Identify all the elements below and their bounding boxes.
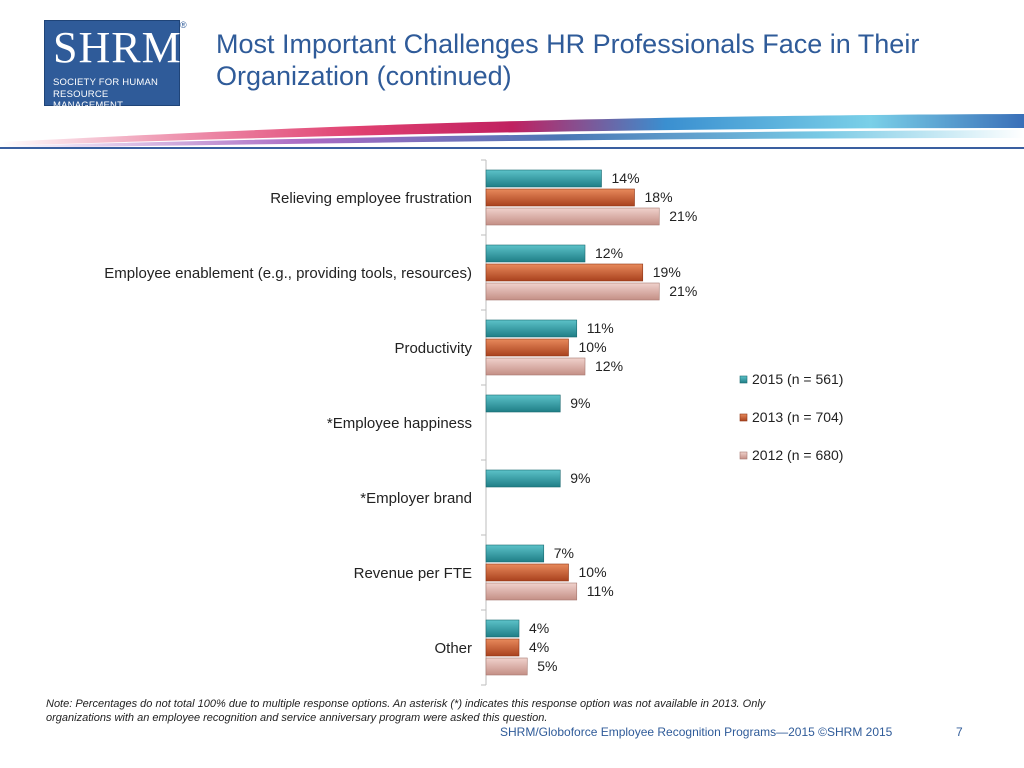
data-label: 21%: [669, 208, 697, 224]
data-label: 18%: [645, 189, 673, 205]
slide-title: Most Important Challenges HR Professiona…: [216, 28, 996, 92]
data-label: 11%: [587, 320, 614, 336]
data-label: 12%: [595, 245, 623, 261]
shrm-logo: SHRM SOCIETY FOR HUMAN RESOURCE MANAGEME…: [44, 20, 187, 111]
decorative-color-band: [0, 114, 1024, 149]
bar-2013: [485, 563, 569, 582]
legend-swatch: [739, 375, 748, 384]
category-label: *Employer brand: [360, 490, 472, 507]
slide-title-line1: Most Important Challenges HR Professiona…: [216, 29, 920, 59]
data-label: 19%: [653, 264, 681, 280]
bar-2015: [485, 319, 578, 338]
bar-2015: [485, 544, 545, 563]
legend-swatch: [739, 451, 748, 460]
data-label: 9%: [570, 395, 590, 411]
data-label: 21%: [669, 283, 697, 299]
data-label: 10%: [579, 339, 607, 355]
legend-entry: 2015 (n = 561): [752, 371, 843, 387]
data-label: 14%: [612, 170, 640, 186]
registered-mark: ®: [180, 20, 187, 30]
category-label: Other: [434, 640, 472, 657]
plot-area: Relieving employee frustration 14% 18% 21% E…: [104, 159, 697, 686]
bar-2015: [485, 169, 602, 188]
bar-2015: [485, 244, 586, 263]
data-label: 5%: [537, 658, 557, 674]
data-label: 10%: [579, 564, 607, 580]
logo-box: SHRM SOCIETY FOR HUMAN RESOURCE MANAGEME…: [44, 20, 182, 111]
data-label: 7%: [554, 545, 574, 561]
data-label: 11%: [587, 583, 614, 599]
bar-2015: [485, 619, 520, 638]
bar-2015: [485, 394, 561, 413]
data-label: 12%: [595, 358, 623, 374]
legend-entry: 2013 (n = 704): [752, 409, 843, 425]
footnote-line1: Note: Percentages do not total 100% due …: [46, 698, 766, 710]
bar-2013: [485, 338, 569, 357]
category-label: Revenue per FTE: [354, 565, 472, 582]
footnote: Note: Percentages do not total 100% due …: [46, 697, 946, 725]
bar-2012: [485, 582, 578, 601]
data-label: 4%: [529, 639, 549, 655]
legend-swatch: [739, 413, 748, 422]
bar-chart: Relieving employee frustration 14% 18% 21% E…: [104, 159, 843, 686]
bar-2015: [485, 469, 561, 488]
logo-subtitle-line2: RESOURCE MANAGEMENT: [53, 89, 124, 111]
footnote-line2: organizations with an employee recogniti…: [46, 712, 548, 724]
page-number: 7: [956, 725, 963, 739]
bar-2013: [485, 263, 644, 282]
logo-subtitle-line1: SOCIETY FOR HUMAN: [53, 77, 159, 88]
bar-2013: [485, 188, 635, 207]
data-label: 9%: [570, 470, 590, 486]
category-label: Relieving employee frustration: [270, 190, 472, 207]
category-label: *Employee happiness: [327, 415, 472, 432]
footer-source: SHRM/Globoforce Employee Recognition Pro…: [500, 725, 893, 739]
bar-2013: [485, 638, 520, 657]
category-label: Productivity: [394, 340, 472, 357]
bar-2012: [485, 282, 660, 301]
data-label: 4%: [529, 620, 549, 636]
slide-title-line2: Organization (continued): [216, 61, 512, 91]
category-label: Employee enablement (e.g., providing too…: [104, 265, 472, 282]
logo-wordmark: SHRM: [53, 23, 182, 72]
bar-2012: [485, 207, 660, 226]
bar-2012: [485, 357, 586, 376]
legend: 2015 (n = 561) 2013 (n = 704) 2012 (n = 68…: [739, 371, 843, 463]
legend-entry: 2012 (n = 680): [752, 447, 843, 463]
bar-2012: [485, 657, 528, 676]
